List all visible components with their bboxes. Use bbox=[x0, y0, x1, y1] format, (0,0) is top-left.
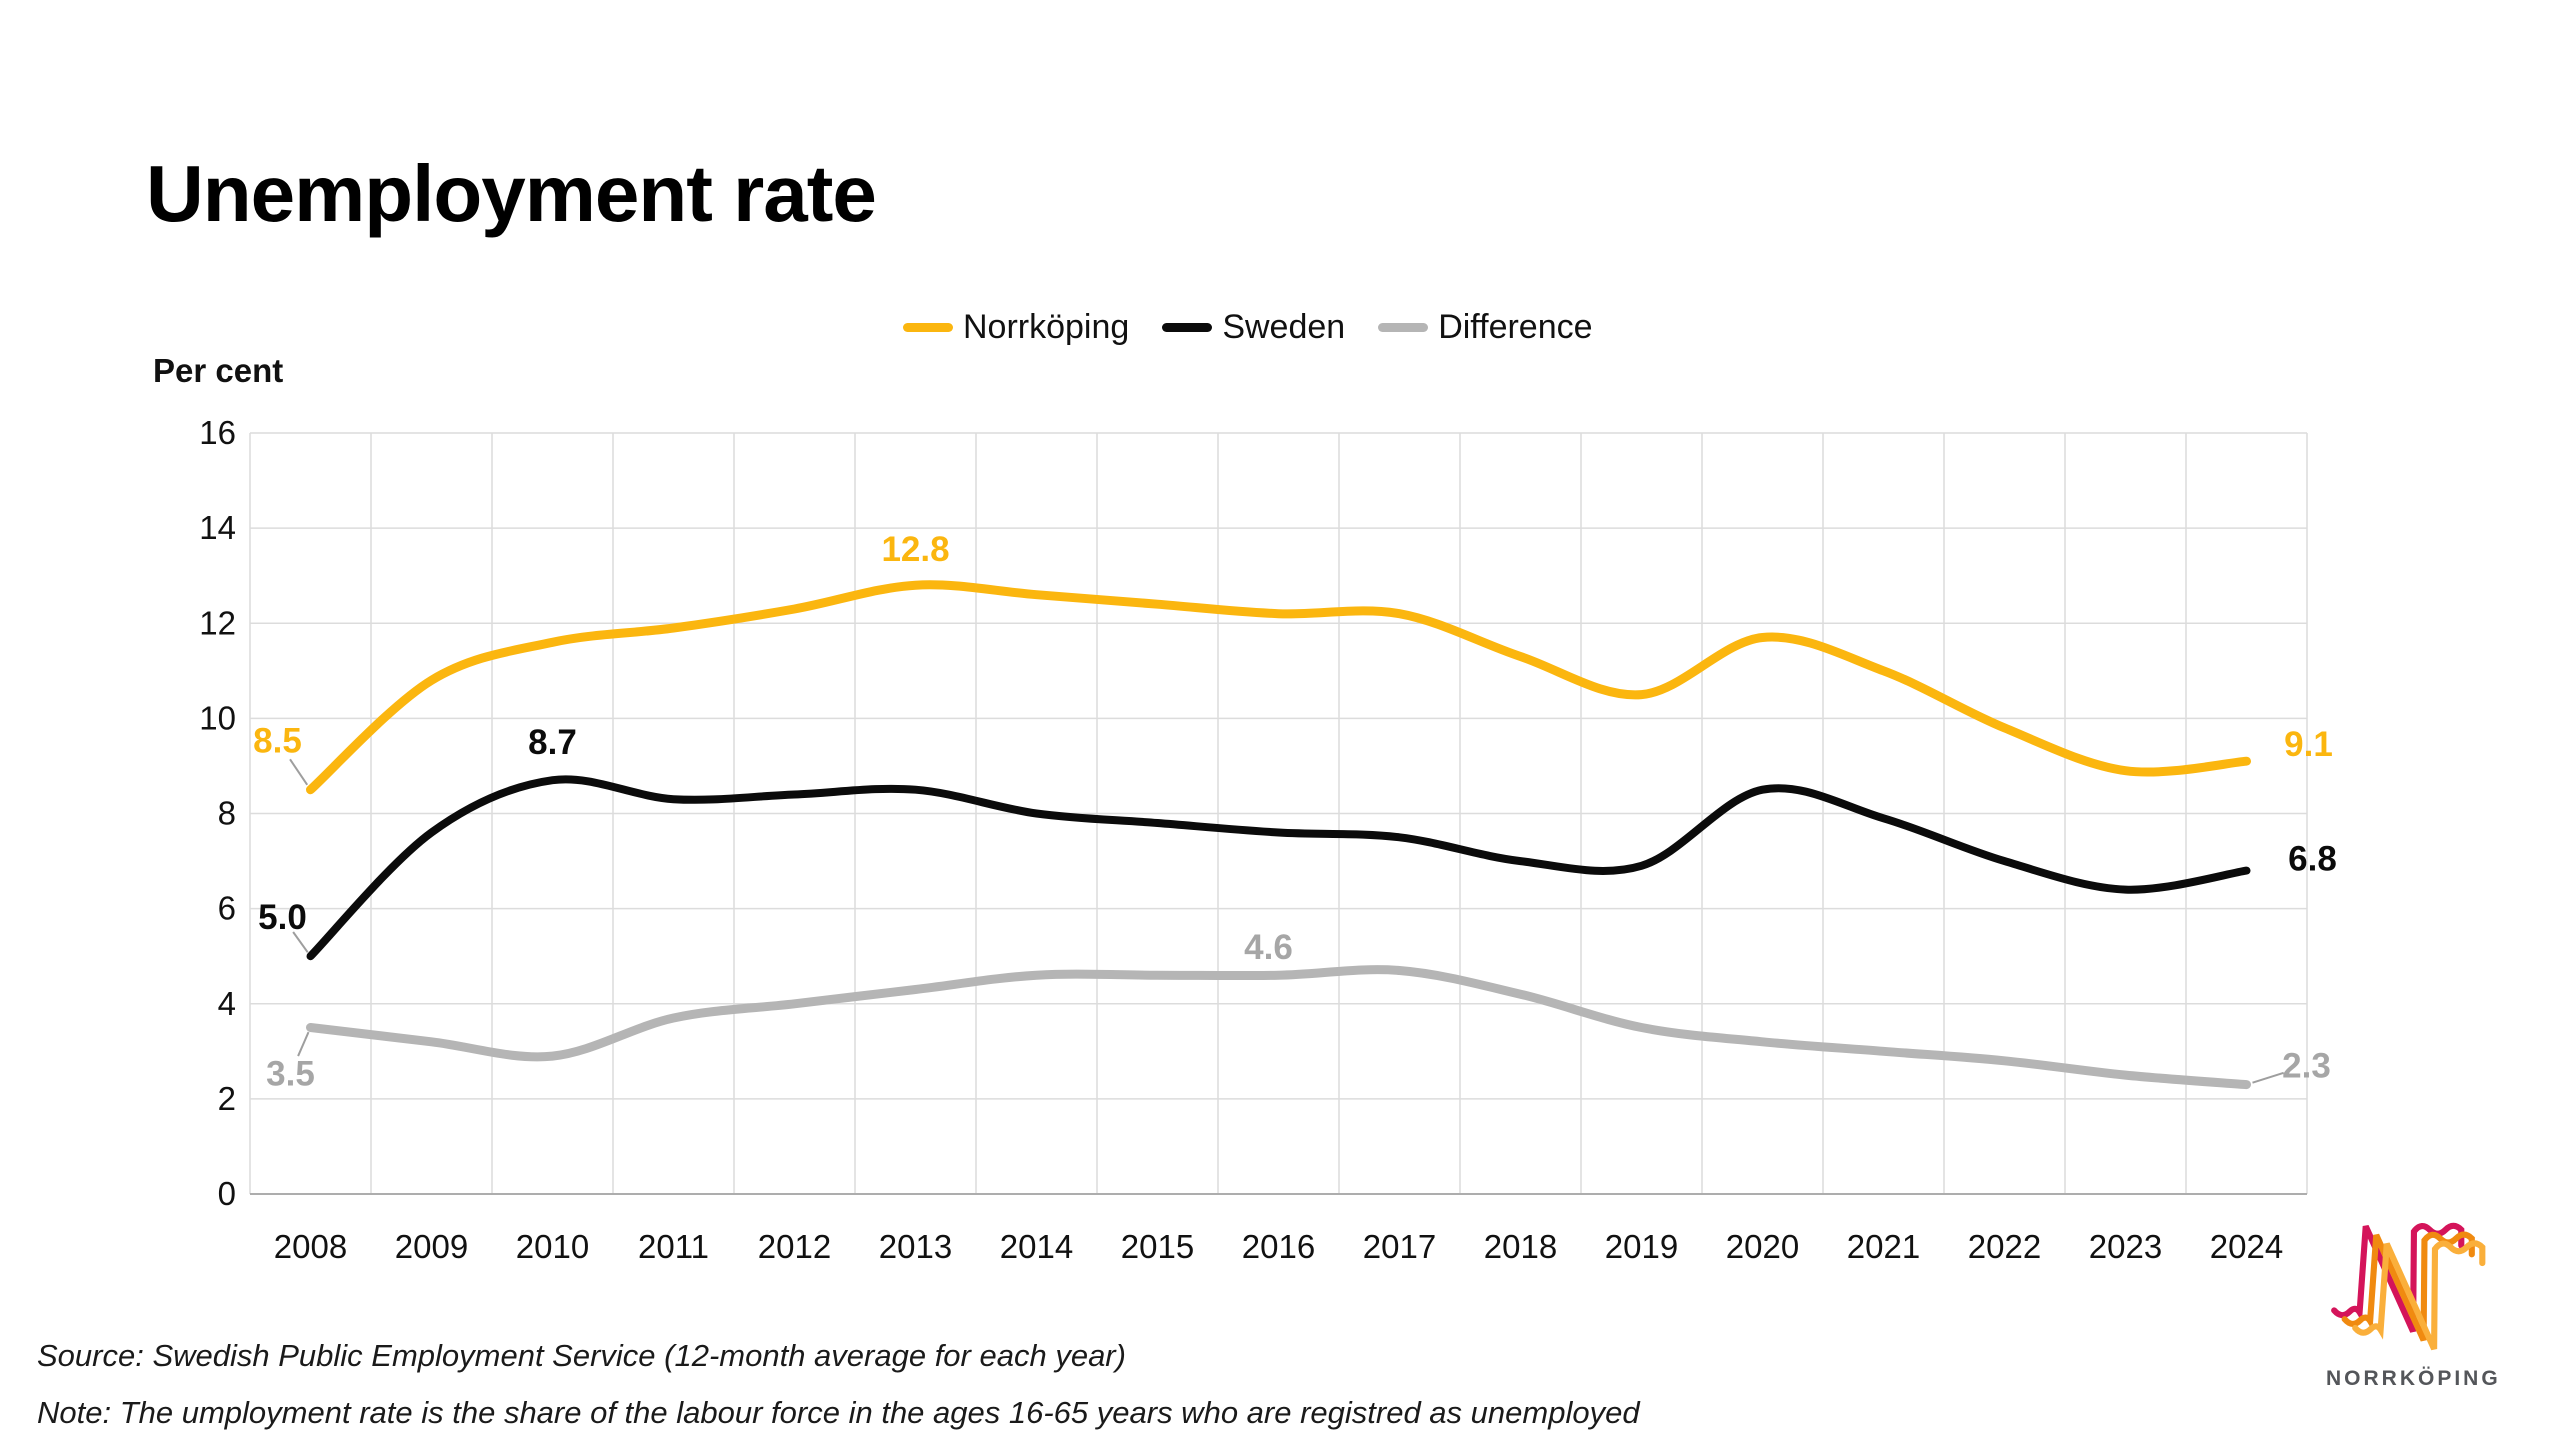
x-tick-label: 2022 bbox=[1968, 1228, 2041, 1265]
y-axis-tick-labels: 0 2 4 6 8 10 12 14 16 bbox=[199, 414, 236, 1212]
label-leader-line bbox=[292, 931, 309, 953]
x-tick-label: 2013 bbox=[879, 1228, 952, 1265]
x-tick-label: 2023 bbox=[2089, 1228, 2162, 1265]
y-tick-label: 2 bbox=[218, 1080, 236, 1117]
series-line-norrköping bbox=[306, 580, 2251, 795]
data-label-8.5: 8.5 bbox=[253, 722, 302, 761]
y-tick-label: 0 bbox=[218, 1175, 236, 1212]
y-axis-title: Per cent bbox=[153, 352, 284, 389]
x-tick-label: 2021 bbox=[1847, 1228, 1920, 1265]
norrkoping-logo-caption: NORRKÖPING bbox=[2326, 1367, 2501, 1390]
norrkoping-logo-mark bbox=[2331, 1222, 2486, 1351]
page-title: Unemployment rate bbox=[146, 149, 877, 238]
note-text: Note: The umployment rate is the share o… bbox=[37, 1395, 1640, 1430]
data-label-6.8: 6.8 bbox=[2288, 840, 2337, 879]
x-tick-label: 2009 bbox=[395, 1228, 468, 1265]
legend-label-difference: Difference bbox=[1438, 307, 1593, 346]
data-label-3.5: 3.5 bbox=[266, 1055, 315, 1094]
x-tick-label: 2011 bbox=[638, 1228, 709, 1265]
x-tick-label: 2010 bbox=[516, 1228, 589, 1265]
logo-stroke-0 bbox=[2331, 1222, 2465, 1333]
x-tick-label: 2014 bbox=[1000, 1228, 1073, 1265]
data-label-8.7: 8.7 bbox=[528, 723, 577, 762]
x-tick-label: 2019 bbox=[1605, 1228, 1678, 1265]
x-tick-label: 2008 bbox=[274, 1228, 347, 1265]
legend-label-norrköping: Norrköping bbox=[963, 307, 1130, 346]
x-tick-label: 2024 bbox=[2210, 1228, 2283, 1265]
source-text: Source: Swedish Public Employment Servic… bbox=[37, 1338, 1126, 1373]
logo-stroke-2 bbox=[2352, 1240, 2486, 1351]
y-tick-label: 10 bbox=[199, 699, 236, 736]
label-leader-line bbox=[289, 758, 309, 786]
y-tick-label: 8 bbox=[218, 795, 236, 832]
x-tick-label: 2015 bbox=[1121, 1228, 1194, 1265]
y-tick-label: 6 bbox=[218, 890, 236, 927]
legend-item-norrköping: Norrköping bbox=[903, 308, 1129, 347]
legend-swatch-norrköping bbox=[903, 322, 953, 332]
data-label-2.3: 2.3 bbox=[2282, 1047, 2331, 1086]
chart-legend: Norrköping Sweden Difference bbox=[903, 305, 1593, 349]
data-label-12.8: 12.8 bbox=[881, 530, 949, 569]
norrkoping-logo: NORRKÖPING bbox=[2326, 1214, 2498, 1391]
x-tick-label: 2017 bbox=[1363, 1228, 1436, 1265]
legend-item-difference: Difference bbox=[1378, 307, 1593, 347]
data-labels: 8.5 12.8 9.1 5.0 8.7 6.8 3.5 4.6 2.3 bbox=[253, 530, 2337, 1093]
logo-stroke-1 bbox=[2341, 1231, 2475, 1342]
x-tick-label: 2018 bbox=[1484, 1228, 1557, 1265]
y-tick-label: 14 bbox=[199, 509, 236, 546]
y-tick-label: 16 bbox=[199, 414, 236, 451]
label-leader-line bbox=[297, 1031, 310, 1057]
gridlines bbox=[249, 432, 2308, 1194]
data-label-9.1: 9.1 bbox=[2284, 725, 2333, 764]
legend-label-sweden: Sweden bbox=[1222, 307, 1346, 346]
x-tick-label: 2012 bbox=[758, 1228, 831, 1265]
x-tick-label: 2020 bbox=[1726, 1228, 1799, 1265]
y-tick-label: 4 bbox=[218, 985, 236, 1022]
series-line-difference bbox=[306, 965, 2251, 1090]
data-label-4.6: 4.6 bbox=[1244, 928, 1293, 967]
y-tick-label: 12 bbox=[199, 604, 236, 641]
series-line-sweden bbox=[306, 775, 2251, 961]
legend-swatch-sweden bbox=[1162, 322, 1213, 332]
x-tick-label: 2016 bbox=[1242, 1228, 1315, 1265]
legend-item-sweden: Sweden bbox=[1162, 308, 1345, 347]
data-label-5.0: 5.0 bbox=[258, 898, 307, 937]
x-axis-tick-labels: 2008 2009 2010 2011 2012 2013 2014 2015 2016 2017… bbox=[274, 1228, 2283, 1265]
legend-swatch-difference bbox=[1378, 322, 1429, 332]
label-leader-line bbox=[2252, 1071, 2285, 1084]
